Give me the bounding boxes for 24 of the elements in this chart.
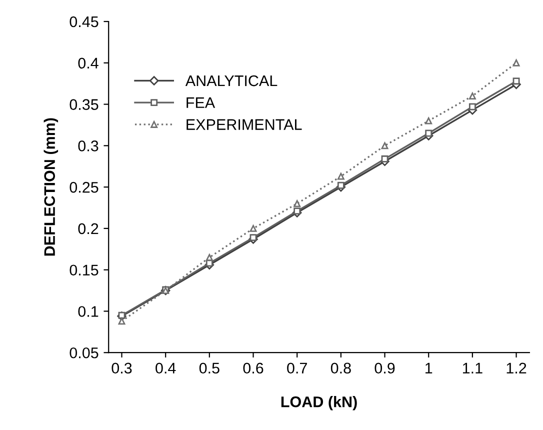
- x-tick-label: 1.1: [462, 362, 482, 374]
- x-tick-label: 0.3: [112, 362, 132, 374]
- legend-label: ANALYTICAL: [185, 75, 278, 86]
- y-tick-label: 0.2: [78, 223, 98, 234]
- y-tick-label: 0.25: [70, 182, 98, 193]
- x-tick-label: 0.8: [330, 362, 351, 374]
- x-axis-title: LOAD (kN): [281, 396, 357, 410]
- y-axis-title: DEFLECTION (mm): [44, 118, 58, 256]
- y-tick-label: 0.45: [70, 16, 98, 28]
- x-tick-label: 0.9: [374, 362, 395, 374]
- x-tick-label: 0.7: [287, 362, 307, 374]
- x-tick-label: 0.4: [156, 362, 176, 374]
- x-tick-label: 1: [426, 362, 432, 374]
- legend-label: EXPERIMENTAL: [186, 119, 302, 130]
- x-tick-label: 1.2: [506, 362, 526, 374]
- y-tick-label: 0.05: [70, 347, 98, 358]
- y-tick-label: 0.1: [78, 306, 98, 317]
- x-tick-label: 0.5: [199, 362, 220, 374]
- y-tick-label: 0.15: [70, 264, 98, 276]
- legend-label: FEA: [186, 97, 216, 108]
- y-tick-label: 0.35: [70, 99, 98, 110]
- x-tick-label: 0.6: [243, 362, 264, 374]
- y-tick-label: 0.3: [78, 140, 98, 152]
- y-tick-label: 0.4: [78, 58, 98, 69]
